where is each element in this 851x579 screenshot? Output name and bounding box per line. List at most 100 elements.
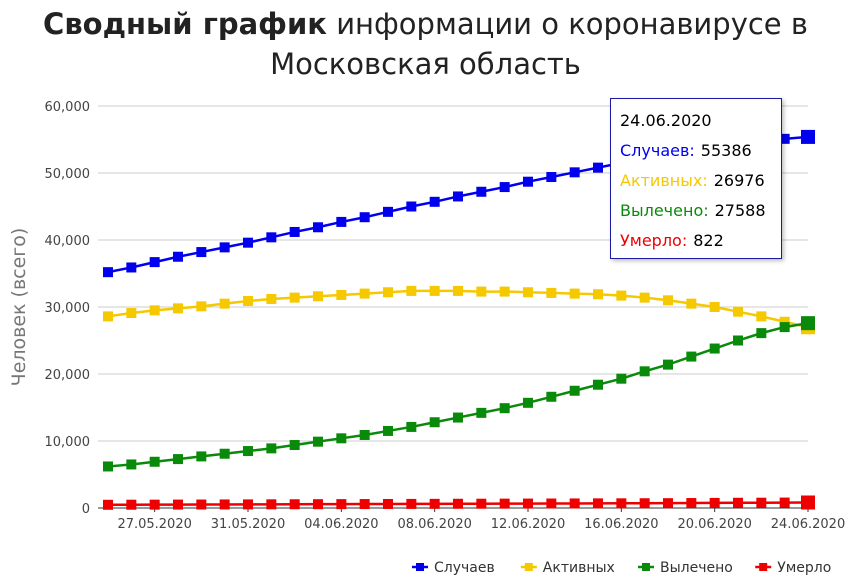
data-point xyxy=(686,298,697,309)
data-point xyxy=(103,461,113,472)
data-point xyxy=(733,306,743,317)
data-point xyxy=(313,499,323,510)
data-point xyxy=(546,498,557,509)
data-point xyxy=(289,499,300,510)
data-point xyxy=(149,499,160,510)
x-tick-label: 16.06.2020 xyxy=(584,517,658,532)
data-point xyxy=(499,498,510,509)
legend-label: Умерло xyxy=(777,560,831,576)
data-point xyxy=(756,497,767,508)
x-tick-label: 31.05.2020 xyxy=(211,517,285,532)
data-point xyxy=(523,498,533,509)
data-point xyxy=(103,499,113,510)
data-point xyxy=(779,133,790,144)
tooltip-value: 26976 xyxy=(713,171,765,190)
data-point xyxy=(476,498,487,509)
y-axis-label: Человек (всего) xyxy=(8,228,30,387)
data-point xyxy=(429,196,440,207)
y-tick-label: 60,000 xyxy=(45,100,91,115)
data-point xyxy=(196,301,207,312)
data-point xyxy=(569,385,580,396)
data-point xyxy=(546,172,557,183)
data-point xyxy=(336,433,347,444)
data-point xyxy=(593,289,603,300)
data-point xyxy=(593,379,603,390)
data-point xyxy=(406,498,417,509)
data-point xyxy=(219,298,230,309)
legend-swatch xyxy=(416,563,424,571)
tooltip-label: Случаев: xyxy=(620,141,695,160)
tooltip-label: Умерло: xyxy=(620,231,688,250)
data-point xyxy=(756,328,767,339)
data-point xyxy=(779,316,790,327)
data-point xyxy=(266,443,277,454)
x-tick-label: 08.06.2020 xyxy=(397,517,471,532)
x-tick-label: 12.06.2020 xyxy=(491,517,565,532)
y-tick-label: 10,000 xyxy=(45,435,91,450)
data-point xyxy=(429,285,440,296)
data-point xyxy=(266,293,277,304)
data-point xyxy=(196,499,207,510)
tooltip-row: Случаев: 55386 xyxy=(620,141,781,171)
data-point xyxy=(453,412,463,423)
data-point xyxy=(243,295,253,306)
data-point xyxy=(779,322,790,333)
data-point xyxy=(313,291,323,302)
data-point xyxy=(126,308,137,319)
data-point xyxy=(243,237,253,248)
data-point xyxy=(406,285,417,296)
data-point xyxy=(523,397,533,408)
data-point xyxy=(616,498,627,509)
data-point xyxy=(219,242,230,253)
data-point xyxy=(686,498,697,509)
data-point xyxy=(476,286,487,297)
data-point xyxy=(103,311,113,322)
data-point xyxy=(639,292,650,303)
data-point xyxy=(709,302,720,312)
data-point xyxy=(801,129,815,144)
legend-label: Вылечено xyxy=(660,560,733,576)
tooltip-value: 822 xyxy=(693,231,724,250)
data-point xyxy=(243,499,253,510)
data-point xyxy=(523,287,533,298)
x-tick-label: 24.06.2020 xyxy=(771,517,845,532)
data-point xyxy=(219,499,230,510)
data-point xyxy=(546,287,557,298)
data-point xyxy=(779,497,790,508)
data-point xyxy=(243,446,253,457)
data-point xyxy=(406,421,417,432)
data-point xyxy=(733,335,743,346)
data-point xyxy=(383,287,393,298)
legend-swatch xyxy=(642,563,650,571)
chart-title-bold: Сводный график xyxy=(43,7,327,41)
tooltip-value: 27588 xyxy=(714,201,766,220)
data-point xyxy=(289,292,300,303)
tooltip-label: Активных: xyxy=(620,171,708,190)
tooltip-row: Активных: 26976 xyxy=(620,171,781,201)
data-point xyxy=(289,226,300,237)
data-point xyxy=(756,311,767,322)
data-point xyxy=(173,251,183,262)
legend-label: Случаев xyxy=(434,560,495,576)
y-tick-label: 30,000 xyxy=(45,301,91,316)
data-point xyxy=(359,288,370,299)
data-point xyxy=(173,454,183,465)
data-point xyxy=(266,499,277,510)
x-tick-label: 04.06.2020 xyxy=(304,517,378,532)
data-point xyxy=(733,497,743,508)
chart-title: Сводный график информации о коронавирусе… xyxy=(0,4,851,84)
data-point xyxy=(663,359,673,370)
data-point xyxy=(313,436,323,447)
data-point xyxy=(126,459,137,470)
data-point xyxy=(476,186,487,197)
data-point xyxy=(499,403,510,414)
data-point xyxy=(801,495,815,510)
y-tick-label: 50,000 xyxy=(45,167,91,182)
data-point xyxy=(453,285,463,296)
data-point xyxy=(359,499,370,510)
chart-title-rest: информации о коронавирусе в Московская о… xyxy=(270,7,808,81)
data-point xyxy=(149,305,160,316)
data-point xyxy=(336,289,347,300)
data-point xyxy=(569,167,580,178)
